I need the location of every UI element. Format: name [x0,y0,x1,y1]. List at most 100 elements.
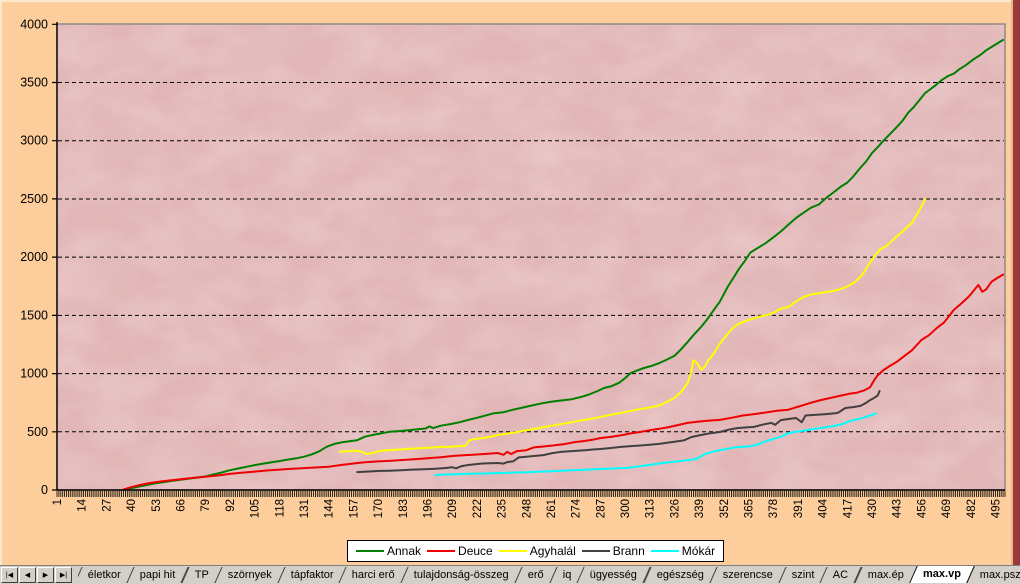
sheet-tab-label: erő [528,568,544,581]
series-annak [124,38,1005,490]
svg-text:4000: 4000 [20,17,48,31]
sheet-tab-max.pszi[interactable]: max.pszi [966,567,1020,583]
svg-text:352: 352 [719,499,731,518]
svg-text:248: 248 [521,499,533,518]
svg-text:482: 482 [966,499,978,518]
window-edge-strip [1011,0,1020,565]
svg-text:261: 261 [546,499,558,518]
sheet-tab-label: iq [562,568,572,581]
series-lines [122,38,1005,490]
sheet-tab-szörnyek[interactable]: szörnyek [214,567,286,583]
svg-text:157: 157 [348,499,360,518]
legend-label: Brann [612,544,645,558]
legend-line-swatch [427,550,456,552]
legend-label: Annak [387,544,422,558]
svg-text:53: 53 [151,499,163,512]
svg-text:79: 79 [200,499,212,512]
sheet-tab-papi-hit[interactable]: papi hit [126,567,190,583]
tab-scroll-next-button[interactable]: ▶ [37,567,54,583]
legend-item-mókár: Mókár [650,544,716,558]
legend-line-swatch [581,550,610,552]
legend-item-deuce: Deuce [427,545,493,557]
svg-text:118: 118 [274,499,286,517]
legend-line-swatch [356,550,384,552]
sheet-tab-label: harci erő [352,568,396,581]
sheet-tab-ügyesség[interactable]: ügyesség [576,567,652,583]
svg-text:1: 1 [52,499,64,505]
sheet-tab-label: életkor [88,568,122,581]
svg-text:339: 339 [694,499,706,518]
svg-text:1500: 1500 [20,308,48,322]
svg-text:300: 300 [620,499,632,518]
tab-scroll-prev-button[interactable]: ◀ [19,567,36,583]
sheet-tabs: életkor papi hit TP szörnyek tápfaktor harci … [78,566,1020,584]
x-axis-ticks [56,490,1006,497]
svg-text:131: 131 [299,499,311,518]
legend-label: Agyhalál [529,544,576,558]
svg-text:209: 209 [447,499,459,518]
svg-text:417: 417 [842,499,854,518]
chart-plot: 0 500 1000 1500 2000 2500 3000 3500 4000 1 14 27 40 5… [20,17,1006,518]
legend-item-annak: Annak [356,545,421,557]
y-axis-ticks [52,23,57,491]
chart-legend: Annak Deuce Agyhalál Brann Mókár [347,540,725,562]
legend-line-swatch [650,550,679,552]
svg-text:196: 196 [422,499,434,518]
series-deuce [122,273,1005,490]
sheet-tab-label: szerencse [722,568,773,581]
gridlines [58,82,1004,433]
sheet-tab-szerencse[interactable]: szerencse [709,567,787,583]
series-brann [356,390,881,474]
legend-item-agyhalál: Agyhalál [498,544,576,558]
sheet-tab-label: TP [194,568,209,581]
svg-text:391: 391 [793,499,805,518]
svg-text:313: 313 [645,499,657,518]
svg-text:14: 14 [77,498,89,511]
legend-label: Mókár [681,544,716,558]
svg-text:404: 404 [818,498,830,518]
svg-text:144: 144 [324,498,336,518]
svg-text:66: 66 [175,499,187,512]
sheet-tab-max.ép[interactable]: max.ép [854,567,918,583]
axes [56,22,1005,491]
sheet-tab-label: max.ép [867,568,904,581]
svg-text:105: 105 [250,499,262,518]
svg-text:27: 27 [101,499,113,512]
y-axis-labels: 0 500 1000 1500 2000 2500 3000 3500 4000 [20,17,48,497]
sheet-tab-max.vp[interactable]: max.vp [909,566,975,583]
sheet-tab-label: tulajdonság-összeg [414,568,510,581]
legend-line-swatch [498,550,527,552]
svg-text:495: 495 [991,499,1003,518]
legend-label: Deuce [458,544,493,558]
sheet-tab-label: max.pszi [979,568,1020,581]
svg-text:40: 40 [126,499,138,512]
svg-text:2500: 2500 [20,192,48,206]
sheet-tab-harci-erő[interactable]: harci erő [338,567,409,583]
sheet-tab-tulajdonság-összeg[interactable]: tulajdonság-összeg [400,567,523,583]
svg-text:378: 378 [768,499,780,518]
svg-text:274: 274 [571,498,583,518]
legend-item-brann: Brann [581,544,645,558]
svg-text:430: 430 [867,499,879,518]
series-agyhalál [339,197,927,456]
svg-text:500: 500 [27,425,48,439]
svg-text:1000: 1000 [20,367,48,381]
svg-text:469: 469 [941,499,953,518]
sheet-tab-bar: |◀ ◀ ▶ ▶| életkor papi hit TP szörnyek tápfakto… [0,565,1020,584]
sheet-tab-tápfaktor[interactable]: tápfaktor [277,567,347,583]
svg-text:2000: 2000 [20,250,48,264]
svg-text:92: 92 [225,499,237,512]
sheet-tab-label: szörnyek [227,568,272,581]
series-mókár [434,412,877,476]
sheet-tab-label: AC [833,568,849,581]
svg-text:222: 222 [472,499,484,518]
tab-scroll-last-button[interactable]: ▶| [55,567,72,583]
svg-text:443: 443 [892,499,904,518]
chart-canvas: 0 500 1000 1500 2000 2500 3000 3500 4000 1 14 27 40 5… [0,0,1020,565]
tab-scroll-first-button[interactable]: |◀ [1,567,18,583]
sheet-tab-label: szint [791,568,815,581]
sheet-tab-label: tápfaktor [290,568,334,581]
sheet-tab-egészség[interactable]: egészség [643,567,718,583]
svg-text:0: 0 [41,483,48,497]
